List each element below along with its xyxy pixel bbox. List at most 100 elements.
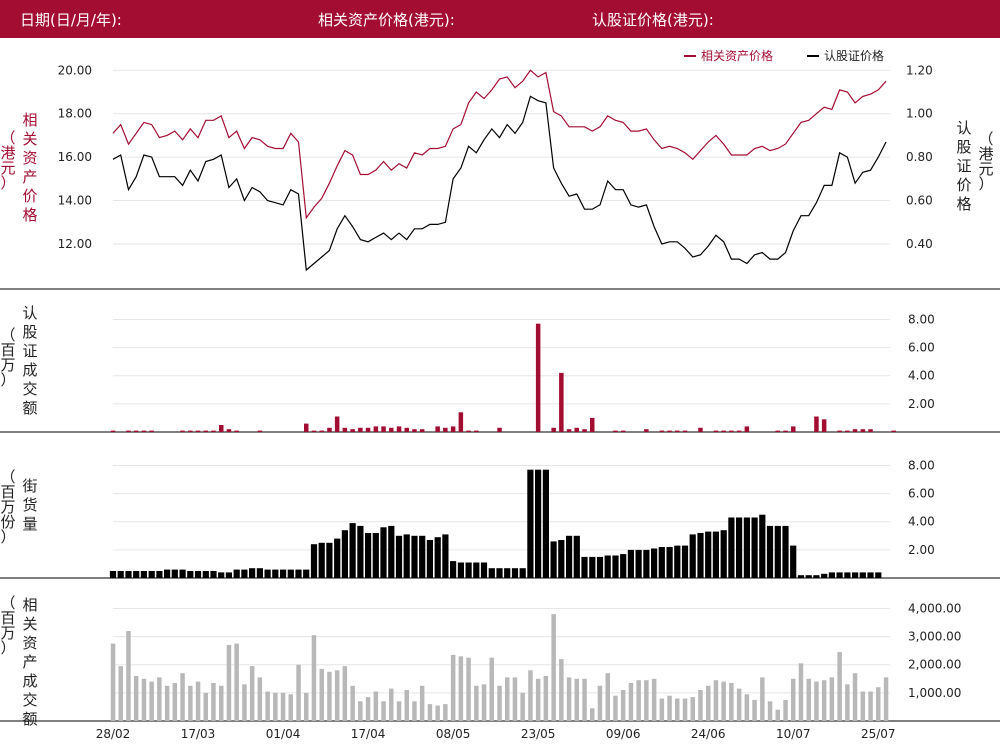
outstanding-bar <box>140 571 147 578</box>
outstanding-bar <box>774 525 781 578</box>
underlying-turnover-bar <box>551 614 556 721</box>
underlying-turnover-bar <box>605 673 610 721</box>
outstanding-bar <box>457 562 464 578</box>
underlying-turnover-bar <box>706 685 711 721</box>
warrant-turnover-bar <box>211 430 216 432</box>
outstanding-bar <box>156 571 163 578</box>
x-tick-label: 24/06 <box>691 727 726 741</box>
underlying-turnover-bar <box>814 681 819 721</box>
outstanding-bar <box>743 517 750 578</box>
underlying-turnover-bar <box>767 701 773 721</box>
underlying-turnover-bar <box>505 677 510 721</box>
warrant-turnover-bar <box>435 426 440 432</box>
x-tick-label: 23/05 <box>521 727 556 741</box>
right-tick-label: 1.00 <box>906 107 933 121</box>
warrant-turnover-bar <box>775 430 780 432</box>
warrant-turnover-bar <box>304 423 309 432</box>
outstanding-bar <box>380 527 387 578</box>
outstanding-bar <box>828 572 835 578</box>
underlying-turnover-bar <box>798 663 804 721</box>
outstanding-bar <box>411 535 418 578</box>
outstanding-bar <box>179 569 186 578</box>
outstanding-bar <box>318 542 325 578</box>
warrant-turnover-bar <box>342 427 348 432</box>
warrant-turnover-bar <box>474 430 479 432</box>
outstanding-bar <box>604 555 611 578</box>
underlying-turnover-bar <box>574 678 579 721</box>
underlying-turnover-bar <box>188 685 193 721</box>
outstanding-bar <box>326 542 333 578</box>
bar-tick-label: 8.00 <box>908 458 935 472</box>
bar-axis-unit-char: 百 <box>0 609 15 627</box>
warrant-turnover-bar <box>644 429 649 432</box>
warrant-turnover-bar <box>358 427 363 432</box>
bar-axis-title-char: 相 <box>22 596 37 614</box>
left-axis-title-char: 格 <box>22 206 37 224</box>
underlying-turnover-bar <box>118 666 123 721</box>
left-tick-label: 20.00 <box>58 63 92 77</box>
outstanding-bar <box>117 571 124 578</box>
outstanding-bar <box>705 531 712 578</box>
x-tick-label: 10/07 <box>776 727 811 741</box>
outstanding-bar <box>558 540 565 578</box>
outstanding-bar <box>148 571 155 578</box>
outstanding-bar <box>627 549 634 578</box>
right-axis-unit-char: 元 <box>978 160 993 178</box>
underlying-turnover-bar <box>775 709 780 721</box>
outstanding-bar <box>357 525 364 578</box>
outstanding-bar <box>334 538 341 578</box>
right-axis-title-char: 认 <box>956 119 971 137</box>
bar-axis-title-char: 货 <box>22 496 37 514</box>
underlying-turnover-bar <box>667 695 672 721</box>
underlying-turnover-bar <box>675 698 680 721</box>
bar-tick-label: 6.00 <box>908 487 935 501</box>
underlying-turnover-bar <box>435 705 440 721</box>
warrant-turnover-bar <box>852 429 858 432</box>
outstanding-bar <box>187 571 194 578</box>
warrant-turnover-bar <box>188 430 193 432</box>
bar-axis-title-char: 成 <box>22 361 37 379</box>
warrant-turnover-bar <box>551 427 556 432</box>
outstanding-bar <box>280 569 287 578</box>
underlying-turnover-bar <box>412 701 417 721</box>
warrant-turnover-bar <box>203 430 208 432</box>
left-tick-label: 16.00 <box>58 150 92 164</box>
underlying-turnover-bar <box>721 681 726 721</box>
warrant-turnover-bar <box>404 427 409 432</box>
underlying-turnover-bar <box>883 677 889 721</box>
outstanding-bar <box>697 533 704 578</box>
underlying-turnover-bar <box>180 673 185 721</box>
outstanding-bar <box>620 554 627 578</box>
right-axis-unit-char: （ <box>978 130 993 148</box>
underlying-turnover-bar <box>566 677 572 721</box>
underlying-turnover-bar <box>559 659 564 721</box>
warrant-turnover-bar <box>319 430 324 432</box>
underlying-turnover-bar <box>296 664 301 721</box>
bar-axis-title-char: 交 <box>22 380 37 398</box>
outstanding-bar <box>295 569 302 578</box>
outstanding-bar <box>488 568 495 578</box>
outstanding-bar <box>790 545 797 578</box>
underlying-turnover-bar <box>520 692 525 721</box>
underlying-turnover-bar <box>157 677 162 721</box>
underlying-price-line <box>112 69 887 220</box>
underlying-turnover-bar <box>837 652 842 721</box>
outstanding-bar <box>813 575 820 578</box>
underlying-turnover-bar <box>133 676 139 721</box>
underlying-turnover-bar <box>358 701 363 721</box>
underlying-turnover-bar <box>443 704 448 721</box>
warrant-price-line <box>112 95 887 272</box>
warrant-chart: 12.00 14.00 16.00 18.00 20.00 0.40 0.60 0.80 1.0… <box>0 48 1000 741</box>
bar-axis-unit-char: 百 <box>0 341 15 359</box>
underlying-turnover-bar <box>713 680 719 721</box>
outstanding-bar <box>109 571 117 578</box>
outstanding-bar <box>504 568 511 578</box>
warrant-turnover-bar <box>180 430 185 432</box>
x-tick-label: 25/07 <box>861 727 896 741</box>
outstanding-bar <box>867 572 874 578</box>
warrant-turnover-bar <box>350 429 355 432</box>
x-tick-label: 28/02 <box>96 727 131 741</box>
warrant-turnover-bar <box>141 430 147 432</box>
outstanding-bar <box>225 572 232 578</box>
underlying-turnover-bar <box>319 668 324 721</box>
